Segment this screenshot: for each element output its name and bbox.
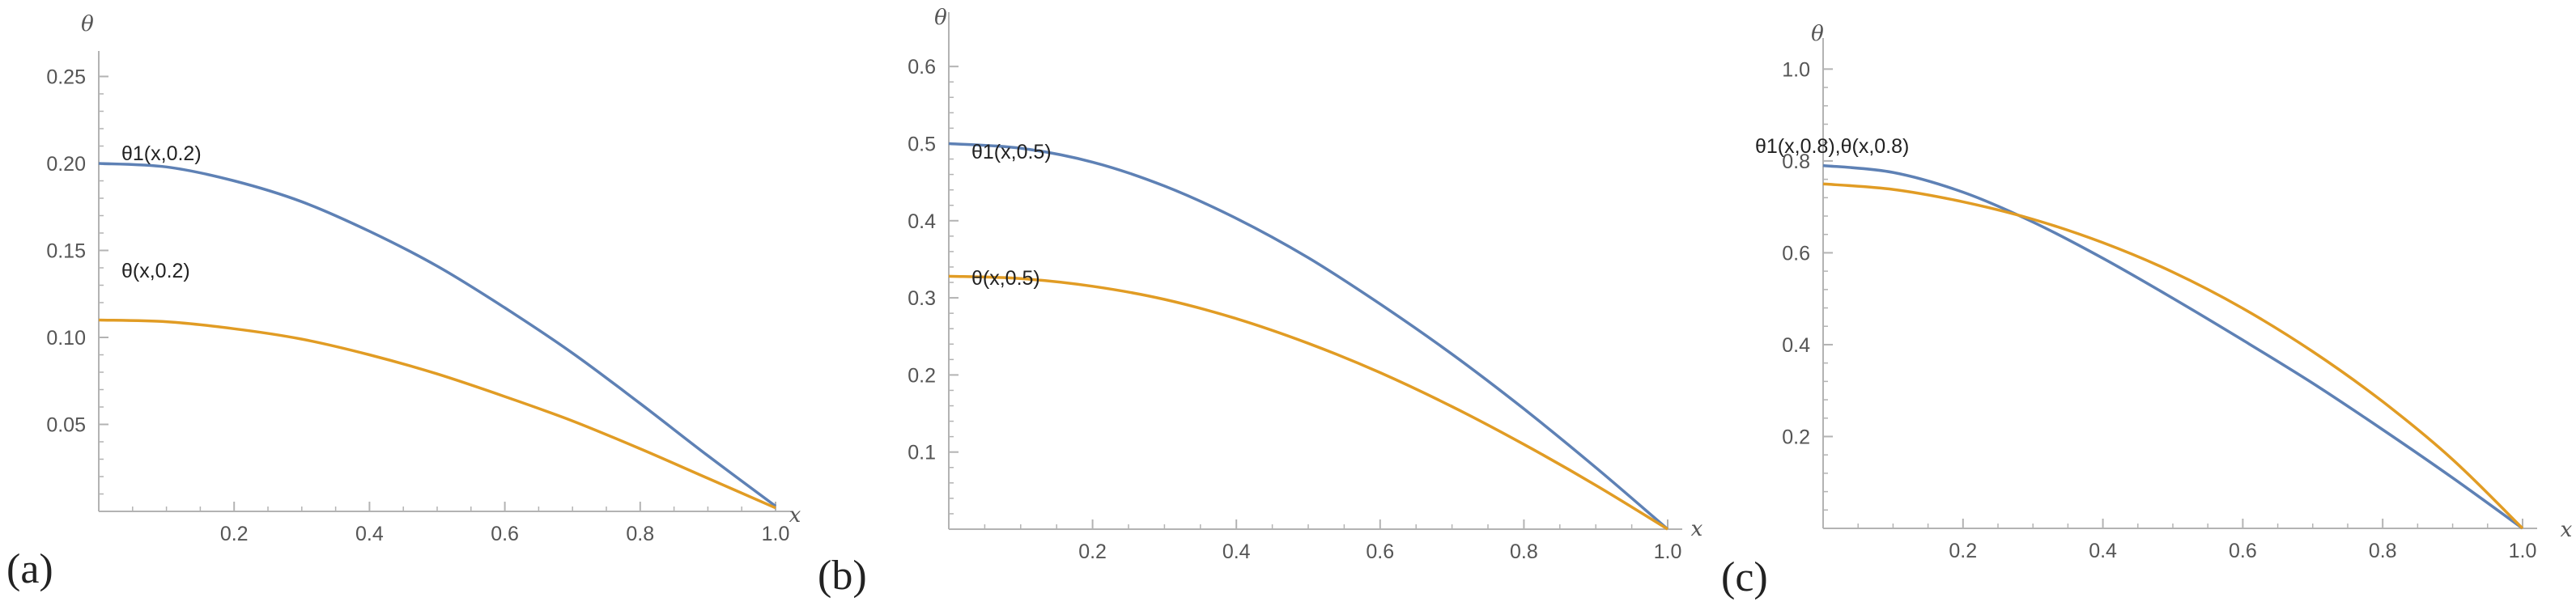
x-tick-label: 0.2 [1949, 540, 1977, 562]
chart-panel-1: 0.2 0.4 0.6 0.8 1.0 0.05 0.10 0.15 0.20 0.25 θ x θ1(… [6, 12, 801, 592]
x-tick-label: 0.6 [1366, 541, 1394, 563]
series-label-2: θ(x,0.2) [121, 260, 190, 282]
series-line-1 [948, 142, 1669, 531]
x-tick-label: 1.0 [762, 523, 790, 545]
series-label-1: θ1(x,0.2) [121, 142, 202, 165]
series-line-1 [98, 162, 777, 507]
x-tick-label: 1.0 [2509, 540, 2537, 562]
series-label-1: θ1(x,0.5) [971, 141, 1052, 163]
x-axis-label: x [789, 503, 801, 528]
x-tick-label: 0.8 [1510, 541, 1538, 563]
panel-label: (c) [1721, 554, 1768, 600]
x-tick-label: 0.2 [1078, 541, 1107, 563]
y-tick-label: 0.10 [46, 327, 86, 350]
y-tick-label: 0.25 [46, 66, 86, 89]
x-tick-label: 0.8 [2369, 540, 2397, 562]
y-tick-label: 0.3 [908, 287, 936, 310]
y-axis-label: θ [81, 12, 94, 36]
x-tick-label: 0.4 [355, 523, 384, 545]
y-tick-label: 0.5 [908, 133, 936, 155]
y-tick-label: 0.6 [908, 56, 936, 78]
y-tick-label: 0.8 [1782, 150, 1810, 173]
series-line-2 [98, 318, 776, 510]
x-axis-label: x [2561, 518, 2573, 542]
y-tick-label: 0.1 [908, 442, 936, 464]
x-tick-label: 0.4 [2089, 540, 2117, 562]
series-line-2 [948, 274, 1668, 531]
x-tick-label: 0.6 [2229, 540, 2257, 562]
chart-panel-2: 0.2 0.4 0.6 0.8 1.0 0.1 0.2 0.3 0.4 0.5 0.6 θ x θ1(x,… [818, 6, 1703, 599]
y-tick-label: 0.05 [46, 414, 86, 437]
panel-label: (a) [6, 546, 53, 592]
x-axis-label: x [1691, 517, 1703, 541]
y-tick-label: 1.0 [1782, 58, 1810, 81]
series-line-1 [1822, 163, 2524, 530]
x-tick-label: 0.8 [626, 523, 654, 545]
y-tick-label: 0.6 [1782, 242, 1810, 265]
x-tick-label: 0.2 [220, 523, 249, 545]
y-tick-label: 0.4 [908, 210, 936, 233]
y-tick-label: 0.2 [908, 364, 936, 387]
y-tick-label: 0.4 [1782, 334, 1810, 357]
series-label-2: θ(x,0.5) [971, 267, 1040, 290]
series-line-2 [1822, 182, 2524, 530]
y-tick-label: 0.2 [1782, 426, 1810, 448]
x-tick-label: 0.6 [491, 523, 519, 545]
chart-panel-3: 0.2 0.4 0.6 0.8 1.00.20.40.60.81.0θxθ1(x,0.8… [1721, 22, 2573, 600]
curve-label: θ1(x,0.8),θ(x,0.8) [1755, 135, 1909, 158]
y-axis-label: θ [1811, 22, 1824, 46]
panel-label: (b) [818, 553, 867, 599]
x-tick-label: 0.4 [1222, 541, 1251, 563]
y-tick-label: 0.20 [46, 153, 86, 176]
y-axis-label: θ [934, 6, 947, 30]
y-tick-label: 0.15 [46, 240, 86, 263]
x-tick-label: 1.0 [1654, 541, 1682, 563]
